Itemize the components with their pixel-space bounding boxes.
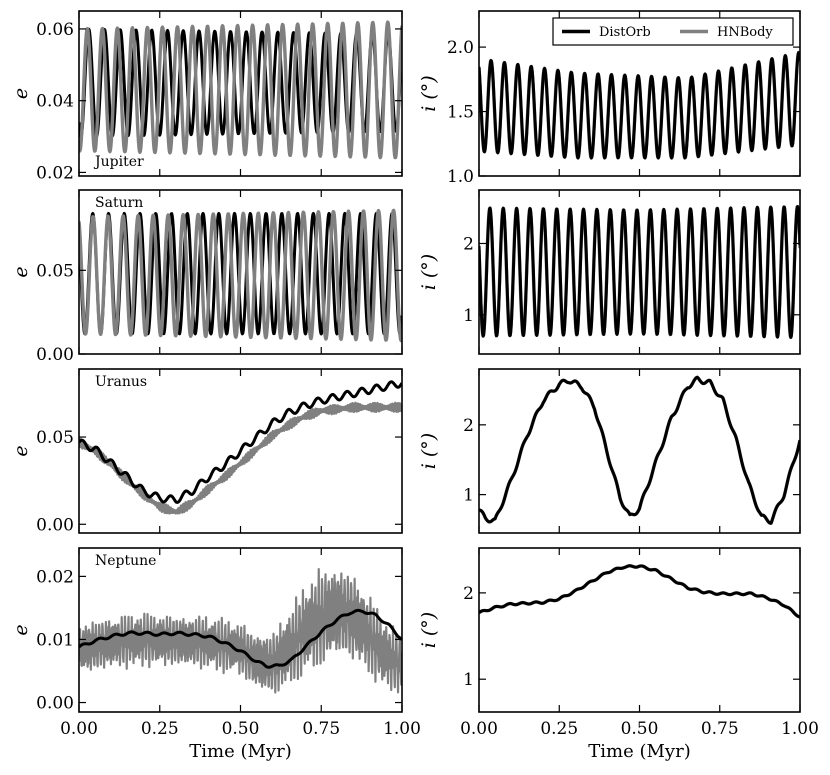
series-distorb-line <box>79 608 402 669</box>
planet-label-saturn: Saturn <box>95 195 143 211</box>
x-tick-label: 0.50 <box>621 719 659 739</box>
y-tick-label: 0.05 <box>36 428 74 448</box>
series-distorb-line <box>479 564 800 619</box>
series-distorb-line <box>479 375 800 525</box>
legend: DistOrb HNBody <box>552 17 794 46</box>
x-axis-label: Time (Myr) <box>189 741 291 762</box>
y-axis-label: i (°) <box>418 433 440 469</box>
series-hnbody-line <box>79 401 402 515</box>
y-tick-label: 0.04 <box>36 92 74 112</box>
panel-saturn-i: 1 2 i (°) <box>418 189 801 355</box>
y-tick-label: 0.00 <box>36 515 74 535</box>
y-axis-label: i (°) <box>418 254 440 290</box>
panel-neptune-e: 0.00 0.25 0.50 0.75 1.00 0.00 0.01 0.02 e Time (M… <box>10 547 421 762</box>
y-tick-label: 2 <box>463 416 474 436</box>
panel-saturn-e: 0.00 0.05 e <box>10 189 403 365</box>
series-distorb-line <box>79 380 402 504</box>
panel-uranus-i: 1 2 i (°) <box>418 368 801 534</box>
x-tick-label: 0.00 <box>460 719 498 739</box>
y-tick-label: 0.05 <box>36 261 74 281</box>
x-tick-label: 1.00 <box>383 719 421 739</box>
x-tick-label: 0.75 <box>302 719 340 739</box>
y-tick-label: 1 <box>463 486 474 506</box>
planet-label-uranus: Uranus <box>95 374 147 390</box>
series-hnbody-line <box>79 20 402 160</box>
y-axis-label: e <box>10 624 32 635</box>
y-tick-label: 2 <box>463 234 474 254</box>
y-tick-label: 2.0 <box>447 38 474 58</box>
y-tick-label: 1.0 <box>447 167 474 187</box>
x-tick-label: 0.00 <box>60 719 98 739</box>
x-tick-label: 0.50 <box>222 719 260 739</box>
y-tick-label: 1 <box>463 670 474 690</box>
y-axis-label: i (°) <box>418 75 440 111</box>
y-axis-label: e <box>10 266 32 277</box>
series-hnbody-line <box>479 564 800 619</box>
series-hnbody-line <box>79 567 402 694</box>
series-distorb-line <box>479 205 800 339</box>
panel-neptune-i: 0.00 0.25 0.50 0.75 1.00 1 2 i (°) Time (Myr) <box>418 547 819 762</box>
y-tick-label: 0.06 <box>36 20 74 40</box>
y-tick-label: 0.00 <box>36 345 74 365</box>
series-hnbody-line <box>79 208 402 343</box>
y-tick-label: 1 <box>463 306 474 326</box>
y-axis-label: i (°) <box>418 612 440 648</box>
x-tick-label: 1.00 <box>781 719 819 739</box>
y-tick-label: 0.00 <box>36 694 74 714</box>
legend-box <box>552 17 794 46</box>
y-tick-label: 2 <box>463 584 474 604</box>
planet-label-neptune: Neptune <box>95 553 156 569</box>
y-axis-label: e <box>10 445 32 456</box>
y-tick-label: 1.5 <box>447 103 474 123</box>
x-tick-label: 0.25 <box>141 719 179 739</box>
panel-jupiter-i: 1.0 1.5 2.0 i (°) <box>418 10 801 187</box>
x-tick-label: 0.75 <box>701 719 739 739</box>
panel-jupiter-e: 0.02 0.04 0.06 e <box>10 10 403 183</box>
x-tick-label: 0.25 <box>540 719 578 739</box>
legend-label-hnbody: HNBody <box>717 25 773 40</box>
y-tick-label: 0.02 <box>36 567 74 587</box>
axes-frame <box>478 547 801 713</box>
series-distorb-line <box>479 51 800 160</box>
y-tick-label: 0.01 <box>36 630 74 650</box>
y-axis-label: e <box>10 88 32 99</box>
series-hnbody-line <box>479 375 800 525</box>
panel-uranus-e: 0.00 0.05 e <box>10 368 403 535</box>
y-tick-label: 0.02 <box>36 163 74 183</box>
legend-label-distorb: DistOrb <box>599 25 651 40</box>
x-axis-label: Time (Myr) <box>588 741 690 762</box>
planet-label-jupiter: Jupiter <box>93 154 144 170</box>
